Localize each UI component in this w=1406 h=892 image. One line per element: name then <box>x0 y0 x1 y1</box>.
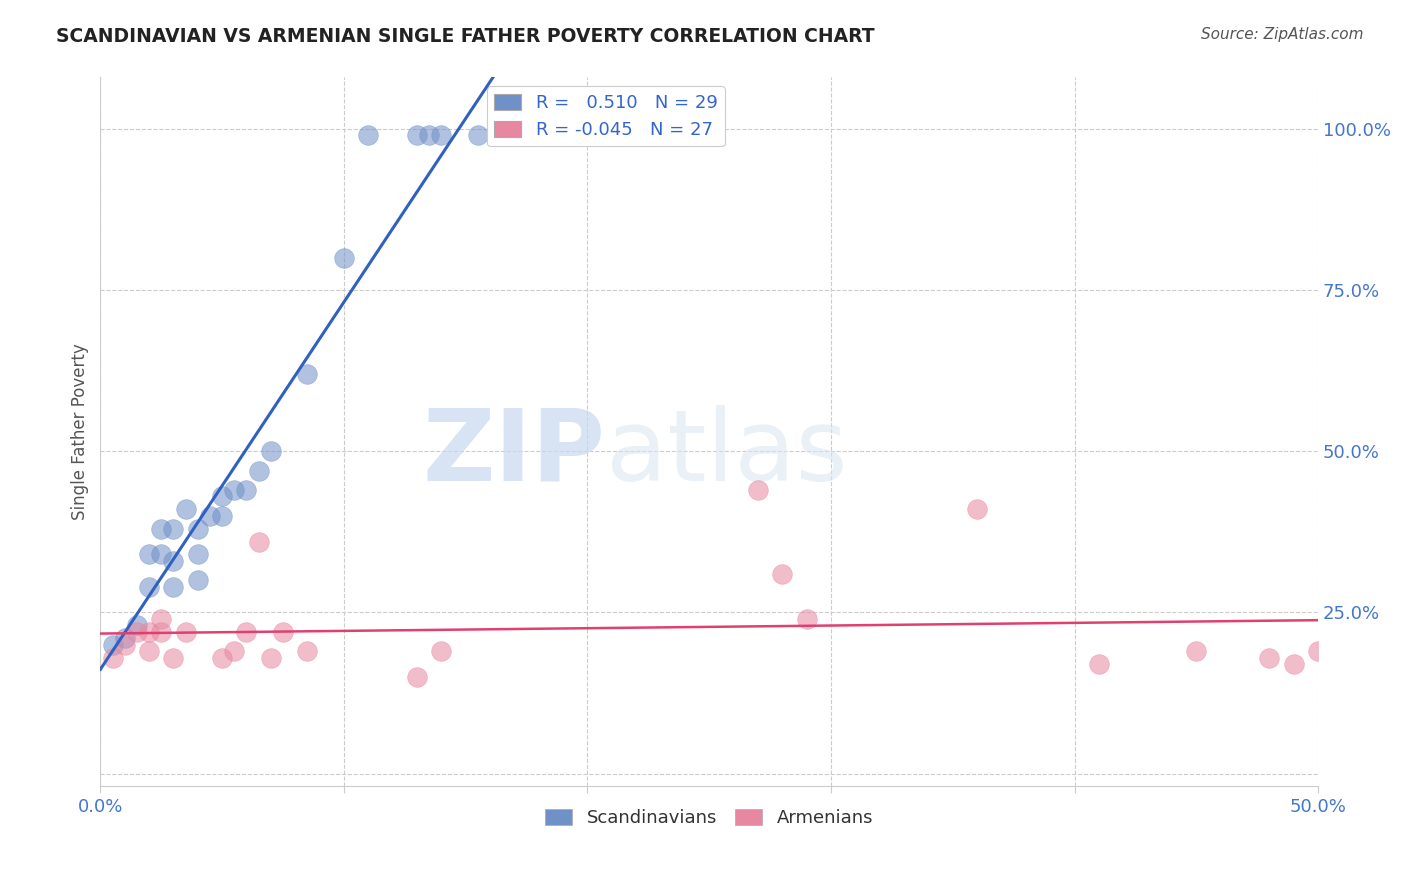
Point <box>101 638 124 652</box>
Point <box>247 464 270 478</box>
Point <box>162 554 184 568</box>
Point <box>770 566 793 581</box>
Point <box>224 483 246 497</box>
Point <box>162 522 184 536</box>
Point <box>211 650 233 665</box>
Point <box>138 548 160 562</box>
Point <box>187 548 209 562</box>
Point <box>297 644 319 658</box>
Point <box>114 632 136 646</box>
Point <box>235 483 257 497</box>
Point <box>796 612 818 626</box>
Point <box>125 618 148 632</box>
Point <box>467 128 489 143</box>
Point <box>114 638 136 652</box>
Point <box>260 650 283 665</box>
Point <box>1308 644 1330 658</box>
Legend: Scandinavians, Armenians: Scandinavians, Armenians <box>538 802 880 834</box>
Point <box>1258 650 1281 665</box>
Point <box>211 508 233 523</box>
Text: ZIP: ZIP <box>423 405 606 501</box>
Point <box>125 624 148 639</box>
Point <box>430 128 453 143</box>
Point <box>138 624 160 639</box>
Point <box>162 580 184 594</box>
Point <box>138 644 160 658</box>
Point <box>150 624 173 639</box>
Text: Source: ZipAtlas.com: Source: ZipAtlas.com <box>1201 27 1364 42</box>
Point <box>138 580 160 594</box>
Text: atlas: atlas <box>606 405 848 501</box>
Point <box>150 612 173 626</box>
Point <box>187 573 209 587</box>
Text: SCANDINAVIAN VS ARMENIAN SINGLE FATHER POVERTY CORRELATION CHART: SCANDINAVIAN VS ARMENIAN SINGLE FATHER P… <box>56 27 875 45</box>
Point <box>1088 657 1111 671</box>
Point <box>1185 644 1208 658</box>
Point <box>224 644 246 658</box>
Point <box>260 444 283 458</box>
Point <box>162 650 184 665</box>
Point <box>211 490 233 504</box>
Point <box>150 522 173 536</box>
Point <box>430 644 453 658</box>
Point <box>101 650 124 665</box>
Point <box>174 624 197 639</box>
Point <box>174 502 197 516</box>
Point <box>966 502 988 516</box>
Point <box>150 548 173 562</box>
Point <box>235 624 257 639</box>
Point <box>198 508 221 523</box>
Point <box>187 522 209 536</box>
Y-axis label: Single Father Poverty: Single Father Poverty <box>72 343 89 520</box>
Point <box>406 670 429 684</box>
Point <box>406 128 429 143</box>
Point <box>247 534 270 549</box>
Point <box>271 624 294 639</box>
Point <box>1282 657 1305 671</box>
Point <box>297 367 319 381</box>
Point <box>418 128 440 143</box>
Point <box>333 251 356 265</box>
Point <box>747 483 769 497</box>
Point <box>503 128 526 143</box>
Point <box>357 128 380 143</box>
